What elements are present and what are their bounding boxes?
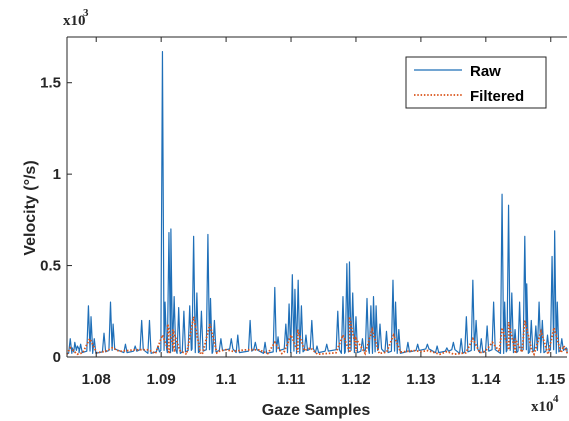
- y-tick-label: 0.5: [40, 258, 61, 275]
- x-axis-label: Gaze Samples: [262, 402, 371, 419]
- y-ticks: 0 0.5 1 1.5: [40, 75, 72, 366]
- x-tick-label: 1.11: [277, 371, 305, 388]
- legend: Raw Filtered: [405, 56, 547, 109]
- y-multiplier-exp: 3: [83, 7, 89, 19]
- x-tick-label: 1.09: [147, 371, 176, 388]
- x-ticks: 1.08 1.09 1.1 1.11 1.12 1.13 1.14 1.15: [82, 37, 565, 388]
- y-tick-label: 0: [53, 349, 61, 366]
- y-tick-label: 1: [53, 166, 61, 183]
- raw-series-line: [67, 51, 568, 354]
- x-tick-label: 1.14: [471, 371, 501, 388]
- x-tick-label: 1.08: [82, 371, 111, 388]
- legend-raw-label: Raw: [470, 63, 501, 80]
- y-axis-label: Velocity (°/s): [22, 160, 39, 255]
- x-multiplier-exp: 4: [553, 393, 559, 405]
- legend-filtered-label: Filtered: [470, 88, 524, 105]
- x-multiplier-base: x10: [531, 399, 554, 415]
- legend-box: [405, 56, 547, 109]
- x-tick-label: 1.1: [216, 371, 237, 388]
- plot-area: [66, 51, 568, 358]
- axes-frame: [66, 36, 567, 358]
- y-tick-label: 1.5: [40, 75, 61, 92]
- x-tick-label: 1.12: [341, 371, 370, 388]
- y-multiplier-base: x10: [63, 13, 86, 29]
- x-tick-label: 1.15: [536, 371, 565, 388]
- x-tick-label: 1.13: [406, 371, 435, 388]
- filtered-series-line: [66, 316, 568, 358]
